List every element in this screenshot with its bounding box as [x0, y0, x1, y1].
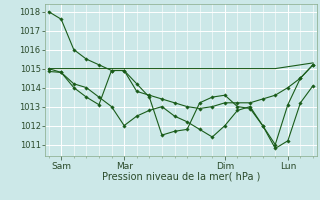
X-axis label: Pression niveau de la mer( hPa ): Pression niveau de la mer( hPa ): [102, 172, 260, 182]
